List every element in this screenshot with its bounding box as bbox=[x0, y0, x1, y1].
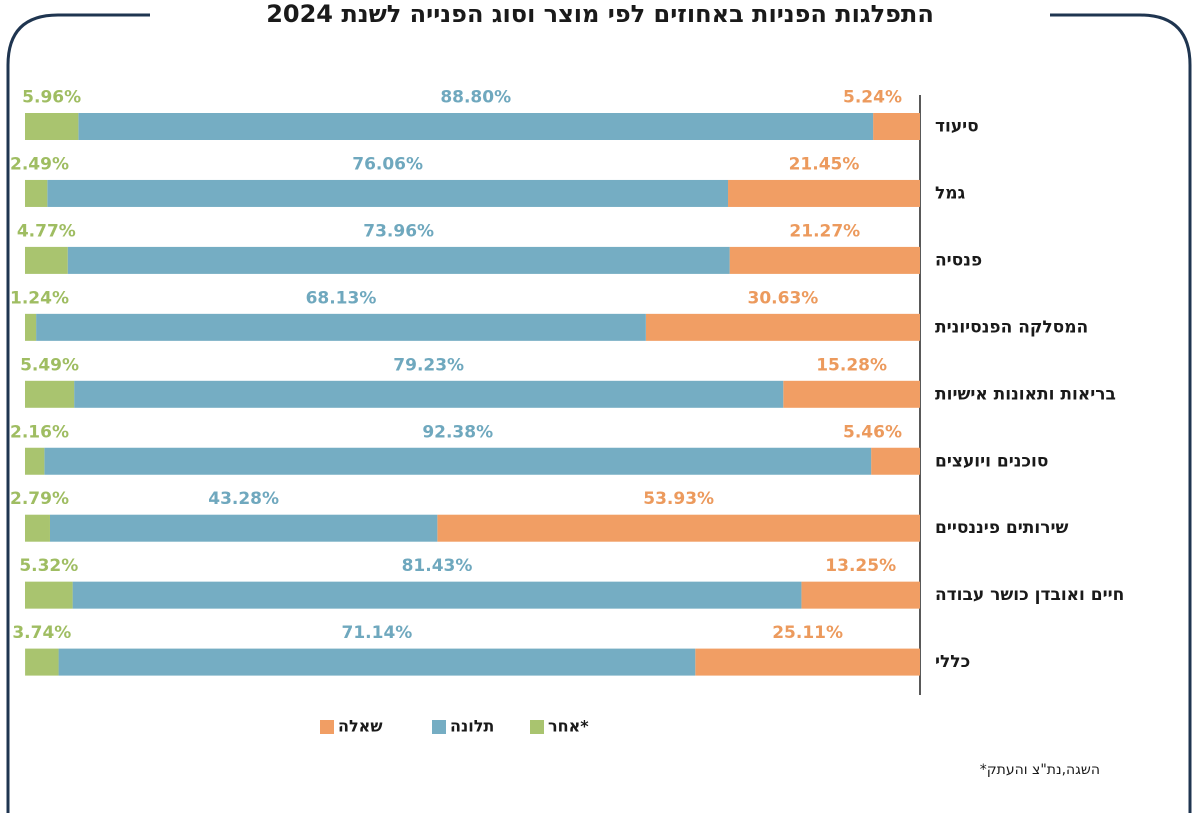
value-label: 68.13% bbox=[306, 288, 377, 308]
value-label: 5.49% bbox=[20, 355, 79, 375]
value-label: 71.14% bbox=[342, 623, 413, 643]
category-label: גמל bbox=[935, 183, 966, 203]
value-label: 53.93% bbox=[643, 489, 714, 509]
bar-segment bbox=[873, 113, 920, 140]
value-label: 4.77% bbox=[17, 221, 76, 241]
bar-segment bbox=[783, 380, 920, 408]
category-label: המסלקה הפנסיונית bbox=[935, 317, 1088, 337]
category-label: כללי bbox=[935, 652, 970, 672]
category-label: בריאות ותאונות אישיות bbox=[935, 384, 1116, 404]
bar-segment bbox=[871, 447, 920, 475]
value-label: 13.25% bbox=[825, 556, 896, 576]
bar-segment bbox=[25, 648, 59, 676]
legend-label: שאלה bbox=[338, 717, 382, 736]
category-label: פנסיה bbox=[935, 250, 982, 270]
bar-segment bbox=[25, 179, 48, 207]
bar-segment bbox=[25, 313, 37, 341]
category-label: סוכנים ויועצים bbox=[935, 451, 1048, 471]
bar-segment bbox=[36, 313, 646, 341]
value-label: 81.43% bbox=[402, 556, 473, 576]
value-label: 2.79% bbox=[10, 489, 69, 509]
value-label: 15.28% bbox=[816, 355, 887, 375]
value-label: 43.28% bbox=[208, 489, 279, 509]
category-label: חיים ואובדן כושר עבודה bbox=[935, 585, 1124, 605]
chart-title: התפלגות הפניות באחוזים לפי מוצר וסוג הפנ… bbox=[266, 0, 934, 28]
bar-segment bbox=[49, 514, 438, 542]
value-label: 2.16% bbox=[10, 422, 69, 442]
bar-segment bbox=[801, 581, 920, 609]
value-label: 5.96% bbox=[22, 88, 81, 108]
bar-segment bbox=[645, 313, 920, 341]
bar-segment bbox=[25, 447, 45, 475]
value-label: 88.80% bbox=[440, 88, 511, 108]
bar-segment bbox=[25, 514, 50, 542]
footnote: *השגה,נת"צ והעתק bbox=[980, 762, 1100, 778]
bar-segment bbox=[74, 380, 784, 408]
bar-segment bbox=[25, 581, 73, 609]
bar-segment bbox=[25, 380, 75, 408]
value-label: 21.27% bbox=[789, 221, 860, 241]
category-label: סיעוד bbox=[935, 117, 979, 137]
category-label: שירותים פיננסיים bbox=[935, 518, 1068, 538]
value-label: 79.23% bbox=[393, 355, 464, 375]
value-label: 2.49% bbox=[10, 154, 69, 174]
value-label: 21.45% bbox=[789, 154, 860, 174]
bar-segment bbox=[47, 179, 729, 207]
bar-segment bbox=[728, 179, 920, 207]
bar-segment bbox=[58, 648, 696, 676]
value-label: 5.32% bbox=[19, 556, 78, 576]
legend-swatch bbox=[320, 720, 334, 734]
value-label: 73.96% bbox=[363, 221, 434, 241]
legend-label: אחר* bbox=[548, 717, 589, 736]
value-label: 3.74% bbox=[12, 623, 71, 643]
value-label: 25.11% bbox=[772, 623, 843, 643]
bar-segment bbox=[695, 648, 920, 676]
bar-segment bbox=[67, 246, 730, 274]
value-label: 30.63% bbox=[748, 288, 819, 308]
title-bg bbox=[150, 0, 1050, 32]
bar-segment bbox=[25, 246, 68, 274]
value-label: 5.24% bbox=[843, 88, 902, 108]
legend-swatch bbox=[530, 720, 544, 734]
bar-segment bbox=[44, 447, 872, 475]
bar-segment bbox=[72, 581, 802, 609]
value-label: 92.38% bbox=[422, 422, 493, 442]
legend-label: תלונה bbox=[450, 717, 494, 736]
legend-swatch bbox=[432, 720, 446, 734]
bar-segment bbox=[437, 514, 920, 542]
value-label: 1.24% bbox=[10, 288, 69, 308]
bar-segment bbox=[729, 246, 920, 274]
value-label: 76.06% bbox=[352, 154, 423, 174]
value-label: 5.46% bbox=[843, 422, 902, 442]
bar-segment bbox=[25, 113, 79, 140]
bar-segment bbox=[78, 113, 874, 140]
